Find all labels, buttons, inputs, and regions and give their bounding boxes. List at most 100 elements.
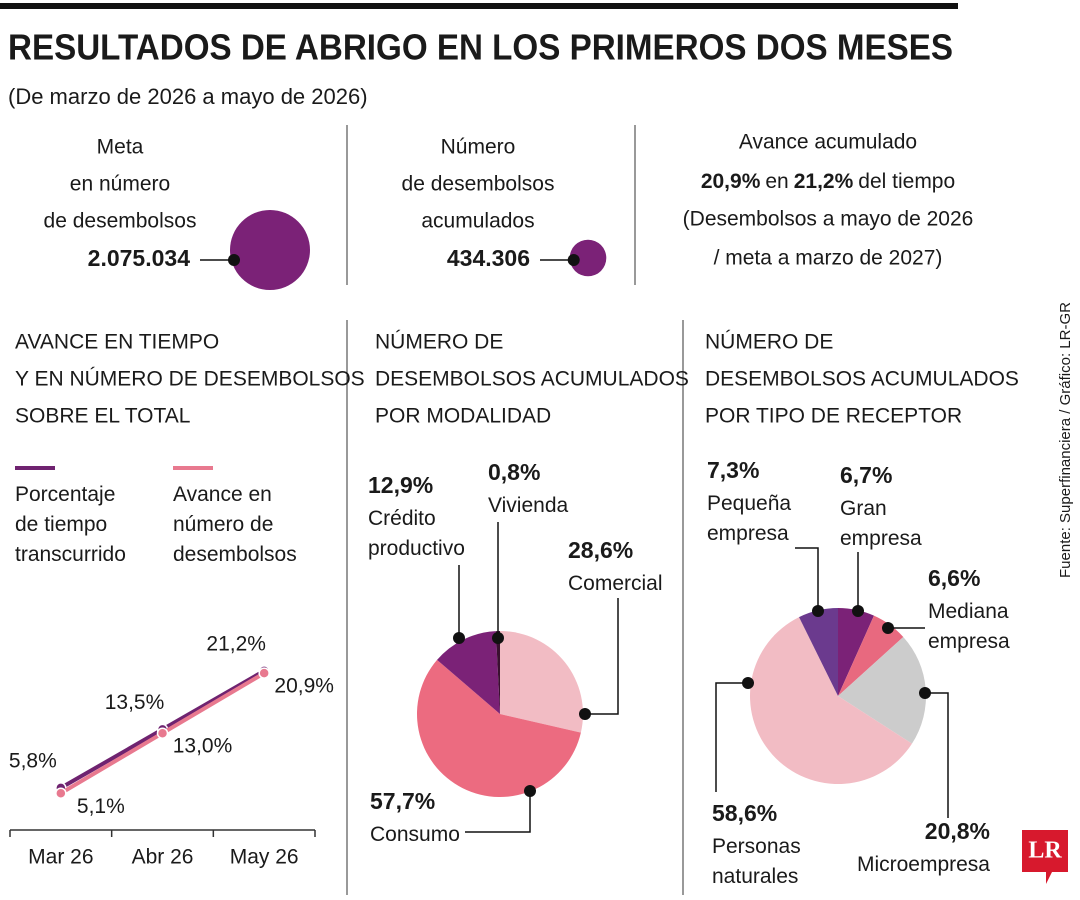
- leader-line: [715, 682, 748, 792]
- leader-dot: [453, 632, 465, 644]
- stat-label: en número: [70, 173, 170, 196]
- category-label-line: Personas: [712, 835, 801, 858]
- legend-label-line: de tiempo: [15, 513, 107, 536]
- pie-slice: [838, 615, 904, 696]
- chart-title: Y EN NÚMERO DE DESEMBOLSOS: [15, 368, 365, 391]
- category-label: Vivienda: [488, 494, 568, 517]
- chart-title: SOBRE EL TOTAL: [15, 405, 190, 428]
- category-label-line: Comercial: [568, 572, 663, 595]
- value-label: 13,5%: [105, 691, 165, 714]
- leader-line: [465, 791, 531, 833]
- category-label: Microempresa: [857, 853, 990, 876]
- category-label: Crédito productivo: [368, 507, 465, 560]
- legend-label-line: Porcentaje: [15, 483, 115, 506]
- category-label-line: Mediana: [928, 600, 1009, 623]
- stat-label: Meta: [97, 136, 144, 159]
- leader-dot: [742, 677, 754, 689]
- progress-line: 20,9% en 21,2% del tiempo: [701, 170, 955, 193]
- legend-label-line: transcurrido: [15, 543, 126, 566]
- category-label: Pequeña empresa: [707, 492, 791, 545]
- stat-label: de desembolsos: [44, 210, 197, 233]
- leader-line: [585, 598, 619, 715]
- chart-title: NÚMERO DE: [705, 331, 833, 354]
- progress-note: / meta a marzo de 2027): [714, 247, 943, 270]
- progress-part: 20,9%: [701, 170, 761, 193]
- stat-label: Número: [441, 136, 516, 159]
- x-tick-label: May 26: [230, 846, 299, 869]
- category-label: Personas naturales: [712, 835, 801, 888]
- value-label: 13,0%: [173, 735, 233, 758]
- leader-dot: [579, 708, 591, 720]
- stat-value: 434.306: [447, 245, 530, 271]
- subtitle: (De marzo de 2026 a mayo de 2026): [8, 84, 368, 109]
- pie-slice: [838, 608, 874, 696]
- stat-label: acumulados: [421, 210, 534, 233]
- leader-dot: [852, 605, 864, 617]
- leader-dot: [567, 254, 580, 266]
- category-label-line: Pequeña: [707, 492, 791, 515]
- value-label: 21,2%: [206, 632, 266, 655]
- category-label-line: productivo: [368, 537, 465, 560]
- chart-title: AVANCE EN TIEMPO: [15, 331, 219, 354]
- point: [156, 727, 169, 739]
- category-label: Consumo: [370, 823, 460, 846]
- legend-label-line: número de: [173, 513, 273, 536]
- source: Fuente: Superfinanciera / Gráfico: LR-GR: [1057, 302, 1074, 578]
- progress-part: del tiempo: [858, 170, 955, 193]
- value-label: 7,3%: [707, 457, 759, 483]
- category-label: Comercial: [568, 572, 663, 595]
- pie-slice: [750, 617, 913, 784]
- progress-part: 21,2%: [794, 170, 854, 193]
- category-label: Gran empresa: [840, 497, 922, 550]
- pie-slice: [437, 631, 500, 714]
- leader-line: [925, 692, 949, 818]
- pie-slice: [500, 631, 583, 733]
- category-label-line: Vivienda: [488, 494, 568, 517]
- pie-slice: [495, 631, 500, 714]
- chart-title: POR MODALIDAD: [375, 405, 551, 428]
- legend-label-line: desembolsos: [173, 543, 297, 566]
- value-label: 5,1%: [77, 795, 125, 818]
- category-label-line: empresa: [840, 527, 922, 550]
- leader-dot: [492, 632, 504, 644]
- logo-box: [1022, 830, 1068, 884]
- x-tick-label: Mar 26: [28, 846, 93, 869]
- leader-line: [795, 547, 819, 611]
- value-label: 20,9%: [274, 675, 334, 698]
- value-label: 28,6%: [568, 537, 633, 563]
- category-label-line: Gran: [840, 497, 887, 520]
- stat-circle: [230, 210, 310, 290]
- progress-note: (Desembolsos a mayo de 2026: [683, 208, 974, 231]
- leader-dot: [812, 605, 824, 617]
- stat-circle: [569, 239, 607, 277]
- legend-label: Avance en número de desembolsos: [173, 483, 297, 566]
- leader-dot: [919, 687, 931, 699]
- value-label: 6,7%: [840, 462, 892, 488]
- value-label: 6,6%: [928, 565, 980, 591]
- leader-dot: [524, 785, 536, 797]
- value-label: 20,8%: [925, 818, 990, 844]
- point: [55, 787, 67, 799]
- value-label: 5,8%: [9, 749, 57, 772]
- value-label: 12,9%: [368, 472, 433, 498]
- leader-dot: [882, 622, 894, 634]
- value-label: 0,8%: [488, 459, 540, 485]
- pie-slice: [417, 659, 581, 797]
- pie-slice: [799, 608, 838, 696]
- point: [258, 667, 270, 679]
- chart-title: DESEMBOLSOS ACUMULADOS: [375, 368, 689, 391]
- leader-dot: [228, 254, 240, 266]
- category-label-line: Consumo: [370, 823, 460, 846]
- legend-label: Porcentaje de tiempo transcurrido: [15, 483, 126, 566]
- chart-title: DESEMBOLSOS ACUMULADOS: [705, 368, 1019, 391]
- category-label-line: Microempresa: [857, 853, 990, 876]
- chart-title: POR TIPO DE RECEPTOR: [705, 405, 962, 428]
- progress-part: en: [765, 170, 788, 193]
- legend-label-line: Avance en: [173, 483, 272, 506]
- category-label-line: Crédito: [368, 507, 436, 530]
- stat-value: 2.075.034: [88, 245, 191, 271]
- category-label-line: empresa: [707, 522, 789, 545]
- x-tick-label: Abr 26: [132, 846, 194, 869]
- title: RESULTADOS DE ABRIGO EN LOS PRIMEROS DOS…: [8, 27, 953, 68]
